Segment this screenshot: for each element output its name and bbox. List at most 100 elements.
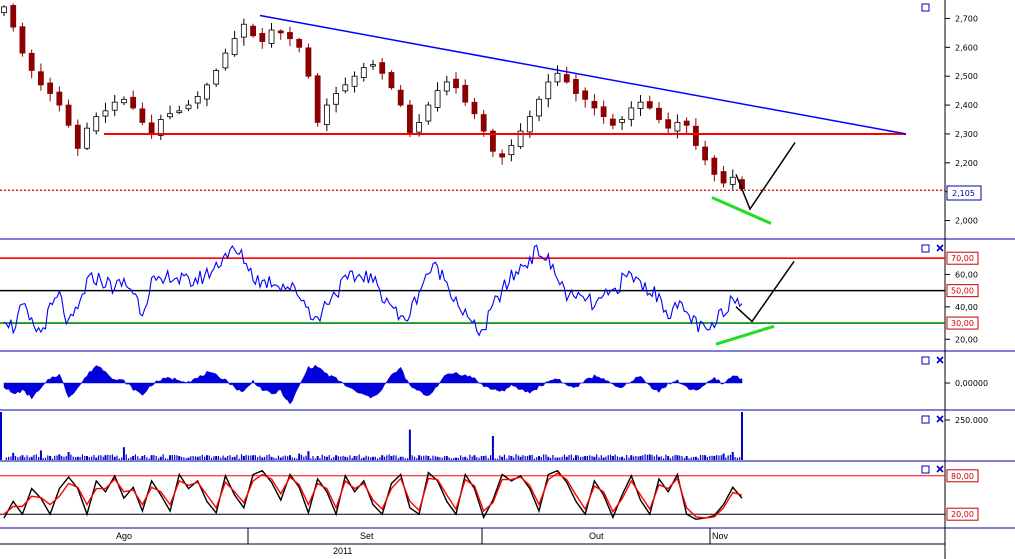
volume-bar [127, 458, 130, 460]
maximize-icon[interactable] [921, 3, 930, 12]
volume-bar [690, 457, 692, 460]
price-candle-body [213, 70, 220, 85]
maximize-icon[interactable] [921, 465, 930, 474]
volume-bar [441, 457, 443, 460]
volume-bar [148, 458, 150, 460]
price-candle-body [388, 72, 395, 89]
price-candle-body [231, 38, 238, 56]
volume-bar [300, 454, 303, 460]
close-icon[interactable] [936, 465, 944, 473]
volume-bar [113, 456, 116, 460]
volume-bar [33, 454, 35, 460]
volume-bar [455, 457, 458, 460]
volume-bar [340, 456, 342, 460]
volume-bar [0, 412, 2, 460]
rsi-y-axis: 70,00 50,00 30,00 60,00 40,00 20,00 [945, 251, 979, 344]
volume-bar [319, 458, 321, 460]
maximize-icon[interactable] [921, 415, 930, 424]
volume-bar [605, 456, 607, 460]
volume-bar [561, 456, 563, 460]
close-icon[interactable] [936, 415, 944, 423]
volume-bar [626, 454, 628, 460]
volume-bar [134, 454, 137, 460]
stochastic-d-line [3, 472, 743, 519]
volume-bar [577, 455, 579, 460]
volume-bar [425, 455, 427, 460]
volume-bar [517, 455, 519, 460]
volume-bar [408, 429, 411, 460]
volume-bar [457, 457, 459, 460]
volume-bar [416, 458, 418, 460]
volume-bar [494, 458, 496, 460]
volume-bar [12, 452, 15, 460]
volume-bar [8, 456, 10, 460]
volume-bar [356, 456, 358, 460]
volume-bar [65, 456, 67, 460]
volume-bar [554, 457, 556, 460]
volume-bar [321, 454, 323, 460]
volume-bar [328, 455, 330, 460]
price-candle-body [609, 118, 616, 126]
volume-bar [102, 456, 104, 460]
volume-bar [293, 457, 296, 460]
volume-bar [653, 456, 655, 460]
volume-bar [584, 456, 587, 460]
price-candle-body [296, 39, 303, 48]
volume-bar [215, 456, 218, 460]
volume-bar [519, 456, 522, 460]
volume-bar [342, 455, 344, 460]
volume-panel [0, 412, 743, 460]
volume-bar [310, 458, 312, 460]
volume-bar [406, 458, 409, 460]
volume-bar [600, 455, 602, 460]
price-candle-body [157, 119, 164, 136]
volume-bar [19, 456, 21, 460]
volume-bar [109, 455, 111, 460]
volume-bar [574, 455, 577, 460]
volume-bar [731, 452, 734, 460]
panel-control-icons[interactable] [921, 3, 944, 474]
close-icon[interactable] [936, 244, 944, 252]
oscillator-area [3, 364, 743, 405]
volume-bar [570, 454, 572, 460]
maximize-icon[interactable] [921, 244, 930, 253]
price-candle-body [406, 104, 413, 135]
stochastic-panel [0, 469, 945, 521]
volume-bar [526, 456, 529, 460]
volume-bar [473, 455, 476, 460]
volume-bar [423, 455, 425, 460]
volume-bar [28, 457, 30, 460]
volume-bar [711, 455, 713, 460]
price-candle-body [287, 32, 293, 40]
price-candle-body [526, 116, 533, 133]
volume-bar [545, 454, 547, 460]
volume-bar [116, 455, 118, 460]
close-icon[interactable] [936, 356, 944, 364]
month-label-nov: Nov [712, 531, 729, 541]
price-candle-body [314, 75, 321, 123]
price-candle-body [397, 89, 404, 106]
volume-bar [482, 456, 485, 460]
rsi-panel [0, 244, 945, 346]
price-candle-body [47, 82, 54, 94]
price-candle-body [10, 5, 17, 28]
volume-bar [296, 458, 298, 460]
volume-bar [528, 455, 531, 460]
price-candle-body [600, 106, 607, 118]
volume-bar [563, 454, 566, 460]
volume-bar [411, 455, 413, 460]
volume-bar [178, 456, 181, 460]
price-projection-arrow [735, 142, 796, 211]
volume-bar [413, 456, 416, 460]
close-icon-stroke [936, 415, 944, 423]
price-candle-body [268, 29, 275, 44]
volume-bar [323, 456, 326, 460]
maximize-icon[interactable] [921, 356, 930, 365]
volume-bar [247, 455, 250, 460]
volume-bar [137, 456, 139, 460]
price-candle-body [370, 64, 376, 67]
volume-bar [44, 457, 47, 460]
volume-bar [372, 456, 374, 460]
volume-bar [93, 454, 95, 460]
